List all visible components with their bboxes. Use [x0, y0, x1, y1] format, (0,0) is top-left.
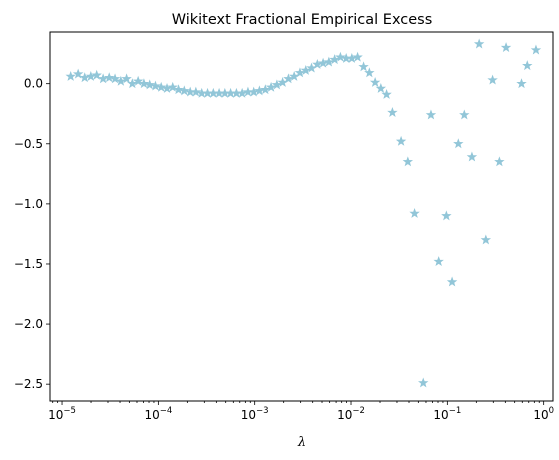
data-point-star: [425, 109, 437, 120]
data-point-star: [522, 60, 533, 71]
data-series: [65, 38, 542, 388]
data-point-star: [65, 70, 76, 81]
y-tick-label: −2.0: [14, 317, 43, 331]
data-point-star: [167, 81, 178, 92]
data-point-star: [352, 51, 363, 62]
data-point-star: [387, 107, 398, 117]
data-point-star: [364, 67, 375, 78]
data-point-star: [480, 234, 492, 245]
data-point-star: [418, 377, 429, 388]
data-point-star: [323, 56, 335, 67]
data-point-star: [144, 79, 155, 90]
data-point-star: [283, 73, 294, 84]
data-point-star: [466, 151, 478, 162]
data-point-star: [155, 81, 167, 92]
y-tick-label: −1.5: [14, 257, 43, 271]
x-axis: 10−5 10−4 10−3 10−2 10−1 100: [48, 401, 554, 422]
data-point-star: [459, 109, 470, 120]
data-point-star: [132, 75, 144, 86]
y-tick-label: −2.5: [14, 377, 43, 391]
data-point-star: [329, 54, 340, 65]
data-point-star: [473, 38, 485, 49]
x-tick-label: 10−2: [337, 406, 365, 422]
y-tick-label: −0.5: [14, 137, 43, 151]
data-point-star: [516, 78, 527, 89]
data-point-star: [409, 208, 420, 218]
data-point-star: [190, 86, 202, 97]
x-axis-label: λ: [297, 435, 306, 450]
data-point-star: [530, 44, 542, 55]
data-point-star: [300, 64, 311, 75]
data-point-star: [127, 78, 138, 89]
chart-title: Wikitext Fractional Empirical Excess: [172, 12, 433, 28]
data-point-star: [494, 156, 505, 167]
y-tick-label: −1.0: [14, 197, 43, 211]
data-point-star: [138, 78, 150, 89]
data-point-star: [260, 84, 271, 95]
data-point-star: [375, 83, 387, 93]
data-point-star: [79, 72, 90, 83]
data-point-star: [150, 80, 161, 91]
plot-frame: [49, 31, 554, 402]
data-point-star: [109, 73, 121, 84]
data-point-star: [271, 79, 283, 90]
data-point-star: [395, 135, 407, 146]
x-tick-label: 10−1: [433, 406, 461, 422]
data-point-star: [97, 73, 109, 84]
data-point-star: [381, 89, 392, 99]
data-point-star: [500, 42, 512, 53]
data-point-star: [179, 85, 190, 96]
data-point-star: [294, 67, 306, 78]
y-tick-label: 0.0: [24, 77, 43, 91]
data-point-star: [121, 73, 132, 84]
x-tick-label: 10−5: [48, 406, 76, 422]
data-point-star: [446, 276, 458, 287]
data-point-star: [433, 256, 444, 266]
x-tick-label: 10−4: [144, 406, 172, 422]
data-point-star: [402, 156, 414, 167]
data-point-star: [358, 61, 369, 72]
data-point-star: [487, 74, 498, 85]
x-tick-label: 10−3: [241, 406, 269, 422]
data-point-star: [115, 75, 127, 86]
data-point-star: [173, 84, 184, 95]
data-point-star: [265, 81, 277, 92]
data-point-star: [441, 210, 452, 221]
data-point-star: [91, 69, 102, 80]
data-point-star: [72, 68, 84, 79]
data-point-star: [453, 138, 464, 149]
data-point-star: [335, 51, 346, 62]
y-axis: 0.0 −0.5 −1.0 −1.5 −2.0 −2.5: [14, 77, 50, 391]
data-point-star: [369, 77, 381, 87]
x-tick-label: 100: [533, 406, 554, 422]
data-point-star: [104, 72, 115, 83]
